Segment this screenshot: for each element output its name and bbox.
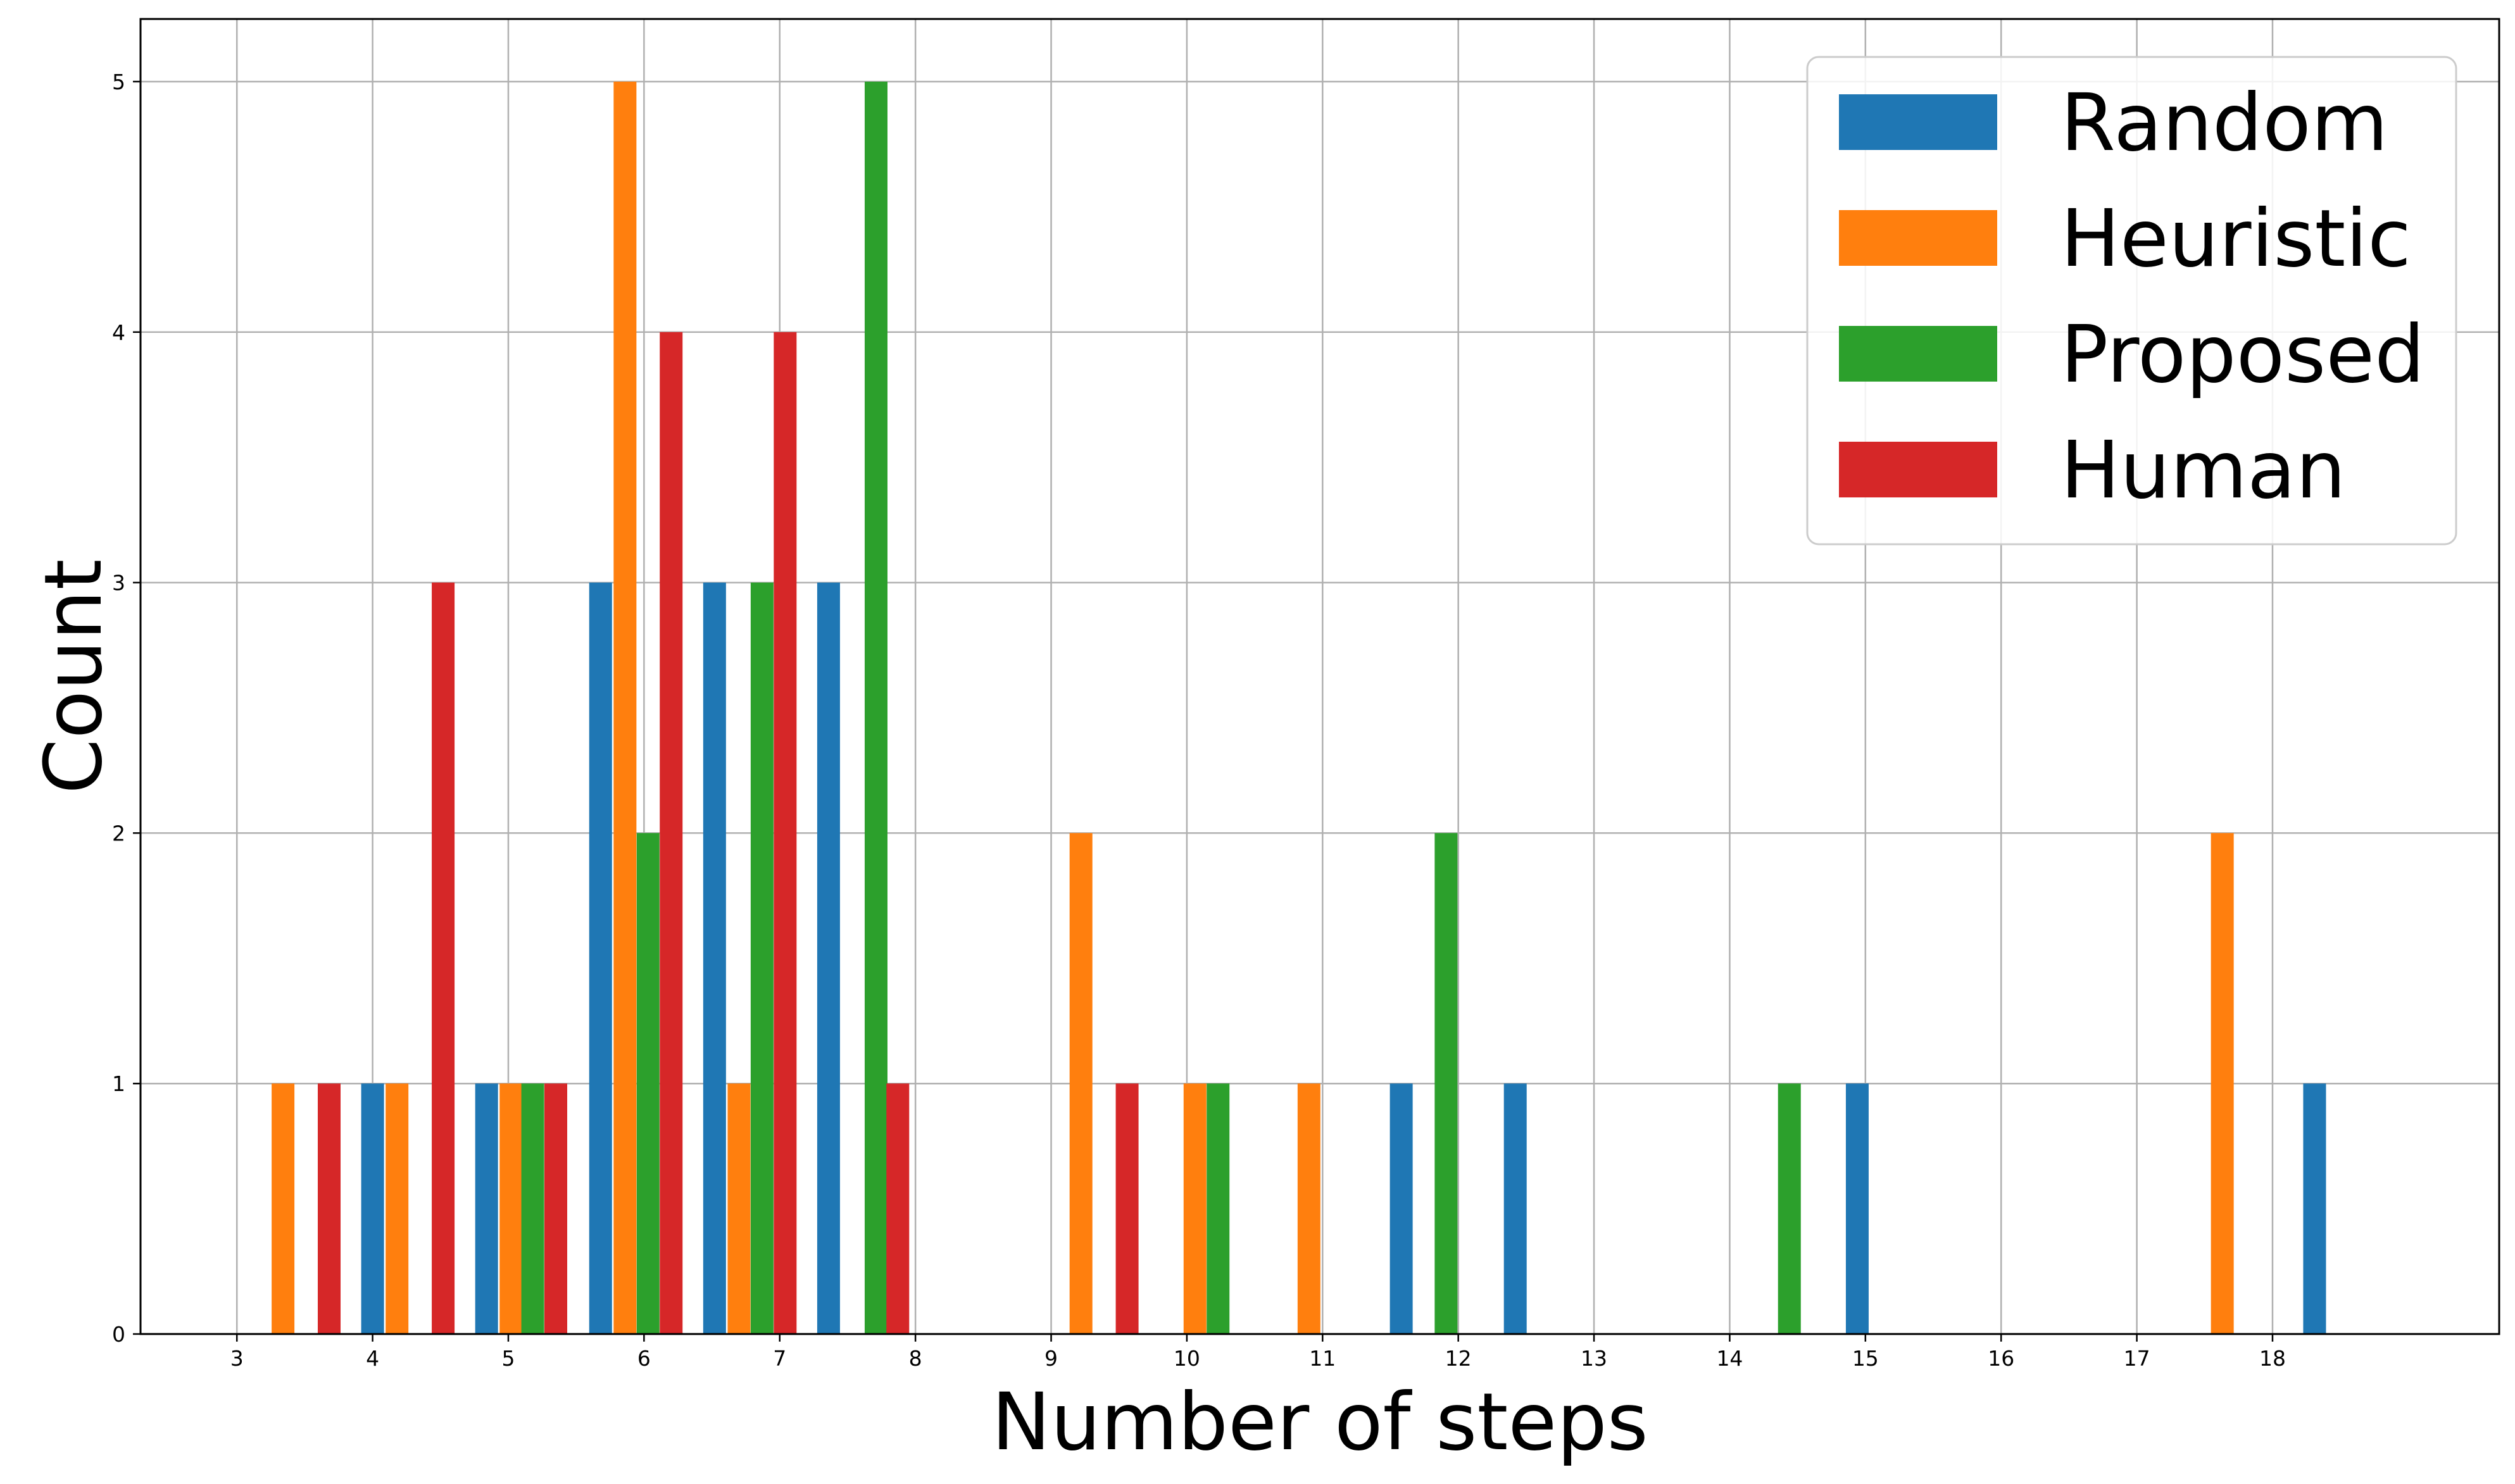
x-tick-label: 12: [1445, 1346, 1472, 1371]
x-tick-label: 18: [2259, 1346, 2286, 1371]
bar-random: [1389, 1083, 1413, 1334]
y-axis-ticks: 0 1 2 3 4 5: [112, 70, 141, 1347]
bar-proposed: [864, 81, 887, 1334]
bar-heuristic: [613, 81, 637, 1334]
x-tick-label: 16: [1988, 1346, 2014, 1371]
x-tick-label: 3: [230, 1346, 244, 1371]
bar-random: [589, 582, 612, 1334]
x-tick-label: 10: [1174, 1346, 1200, 1371]
grid-lines: [141, 19, 2499, 1335]
y-axis-label: Count: [28, 559, 120, 794]
bar-human: [317, 1083, 341, 1334]
bar-proposed: [636, 833, 660, 1334]
legend-swatch-heuristic: [1839, 210, 1997, 266]
y-tick-label: 1: [112, 1071, 125, 1096]
x-tick-label: 8: [909, 1346, 922, 1371]
bar-proposed: [1434, 833, 1458, 1334]
legend-label-random: Random: [2060, 77, 2388, 169]
x-tick-label: 17: [2124, 1346, 2150, 1371]
bar-random: [2303, 1083, 2326, 1334]
y-tick-label: 0: [112, 1322, 125, 1347]
x-tick-label: 9: [1044, 1346, 1058, 1371]
x-tick-label: 11: [1309, 1346, 1336, 1371]
bar-proposed: [750, 582, 774, 1334]
legend-swatch-human: [1839, 442, 1997, 497]
bar-heuristic: [727, 1083, 751, 1334]
y-tick-label: 5: [112, 70, 125, 94]
plot-frame: [139, 18, 2500, 1335]
bars: [272, 81, 2326, 1334]
y-tick-label: 4: [112, 320, 125, 345]
x-tick-label: 6: [637, 1346, 651, 1371]
bar-random: [1503, 1083, 1527, 1334]
x-axis-ticks: 3 4 5 6 7 8 9 10 11 12 13 14 15 16 17 18: [230, 1334, 2286, 1371]
x-tick-label: 14: [1716, 1346, 1743, 1371]
bar-heuristic: [2211, 833, 2234, 1334]
legend-label-proposed: Proposed: [2060, 309, 2425, 401]
bar-heuristic: [499, 1083, 523, 1334]
bar-human: [886, 1083, 910, 1334]
bar-human: [432, 582, 455, 1334]
bar-proposed: [1207, 1083, 1230, 1334]
x-tick-label: 5: [501, 1346, 515, 1371]
bar-proposed: [1778, 1083, 1801, 1334]
bar-random: [1845, 1083, 1869, 1334]
bar-human: [774, 332, 797, 1334]
y-tick-label: 2: [112, 821, 125, 845]
bar-random: [703, 582, 726, 1334]
bar-random: [361, 1083, 384, 1334]
bar-human: [660, 332, 683, 1334]
x-tick-label: 15: [1852, 1346, 1879, 1371]
legend-swatch-random: [1839, 94, 1997, 150]
bar-proposed: [521, 1083, 544, 1334]
bar-heuristic: [1297, 1083, 1320, 1334]
bar-heuristic: [1183, 1083, 1207, 1334]
y-tick-label: 3: [112, 571, 125, 595]
legend-box: [1806, 56, 2457, 546]
x-axis-label: Number of steps: [991, 1376, 1648, 1468]
bar-human: [544, 1083, 568, 1334]
x-tick-label: 4: [366, 1346, 379, 1371]
legend-swatch-proposed: [1839, 326, 1997, 382]
legend: Random Heuristic Proposed Human: [1806, 56, 2457, 546]
bar-random: [475, 1083, 498, 1334]
x-tick-label: 13: [1581, 1346, 1607, 1371]
bar-heuristic: [1069, 833, 1093, 1334]
bar-human: [1115, 1083, 1139, 1334]
x-tick-label: 7: [773, 1346, 786, 1371]
legend-label-heuristic: Heuristic: [2060, 193, 2411, 285]
bar-heuristic: [386, 1083, 409, 1334]
bar-heuristic: [272, 1083, 295, 1334]
bar-random: [817, 582, 840, 1334]
legend-label-human: Human: [2060, 425, 2346, 516]
